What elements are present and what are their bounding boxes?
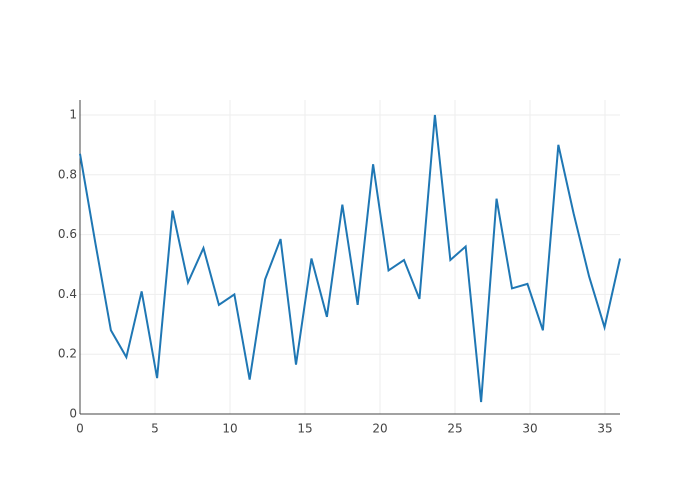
x-tick-label: 35 [597, 422, 612, 436]
x-tick-label: 0 [76, 422, 84, 436]
y-tick-label: 0 [69, 407, 77, 421]
y-tick-label: 0.8 [58, 167, 77, 181]
x-tick-label: 5 [151, 422, 159, 436]
x-tick-label: 25 [447, 422, 462, 436]
y-tick-label: 0.6 [58, 227, 77, 241]
x-tick-label: 20 [372, 422, 387, 436]
x-tick-label: 15 [297, 422, 312, 436]
x-tick-label: 30 [522, 422, 537, 436]
x-tick-label: 10 [222, 422, 237, 436]
y-tick-label: 0.4 [58, 287, 77, 301]
y-tick-label: 1 [69, 107, 77, 121]
line [79, 114, 621, 403]
y-tick-label: 0.2 [58, 347, 77, 361]
